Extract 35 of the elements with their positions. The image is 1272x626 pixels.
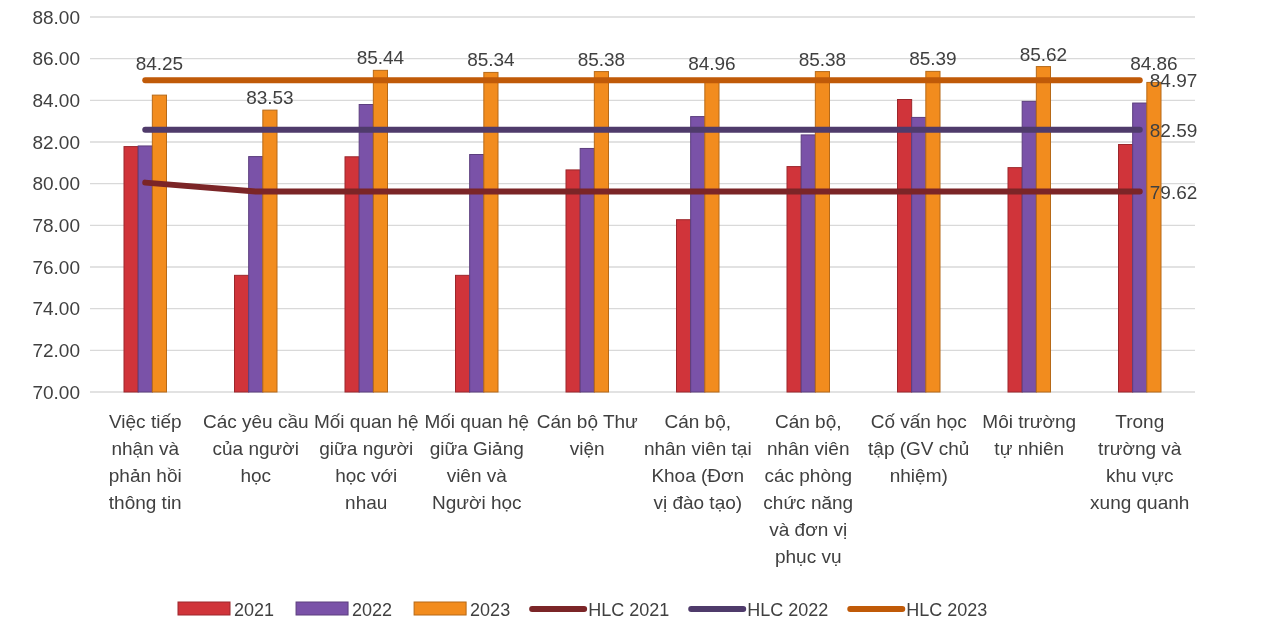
y-tick-label: 74.00 (32, 298, 80, 320)
legend-label: HLC 2021 (588, 600, 670, 620)
y-tick-label: 72.00 (32, 339, 80, 361)
x-tick-label: Trong trường và khu vực xung quanh (1090, 411, 1190, 513)
data-label: 83.53 (246, 87, 294, 109)
y-tick-label: 78.00 (32, 214, 80, 236)
legend-label: 2023 (470, 600, 511, 620)
y-tick-label: 86.00 (32, 48, 80, 70)
x-tick-label: Cán bộ Thư viện (536, 411, 639, 459)
x-tick-label: Môi trường tự nhiên (982, 411, 1077, 459)
legend-label: HLC 2022 (747, 600, 829, 620)
x-tick-label: Cán bộ, nhân viên tại Khoa (Đơn vị đào tạo) (643, 411, 752, 513)
x-tick-label: Cán bộ, nhân viên các phòng chức năng và đơn vị phục vụ (763, 411, 854, 567)
data-label: 85.38 (798, 48, 847, 70)
data-label: 84.96 (688, 53, 736, 75)
y-tick-label: 70.00 (32, 381, 80, 403)
x-tick-label: Cố vấn học tập (GV chủ nhiệm) (868, 411, 970, 486)
x-tick-label: Các yêu cầu của người học (202, 411, 309, 486)
legend-label: 2021 (234, 600, 275, 620)
data-label: 85.39 (909, 48, 957, 70)
data-label: 85.44 (356, 47, 405, 69)
y-tick-label: 88.00 (32, 6, 80, 28)
y-tick-label: 84.00 (32, 89, 80, 111)
data-label: 84.25 (135, 53, 184, 75)
y-tick-label: 82.00 (32, 131, 80, 153)
y-tick-label: 76.00 (32, 256, 80, 278)
x-tick-label: Việc tiếp nhận và phản hồi thông tin (108, 411, 182, 513)
x-tick-label: Mối quan hệ giữa người học với nhau (313, 411, 419, 513)
data-label: 85.34 (467, 49, 516, 71)
legend-label: HLC 2023 (906, 600, 988, 620)
y-tick-label: 80.00 (32, 173, 80, 195)
data-label: 85.38 (577, 48, 626, 70)
x-tick-label: Mối quan hệ giữa Giảng viên và Người học (424, 411, 530, 513)
data-label: 85.62 (1019, 43, 1068, 65)
legend-label: 2022 (352, 600, 393, 620)
